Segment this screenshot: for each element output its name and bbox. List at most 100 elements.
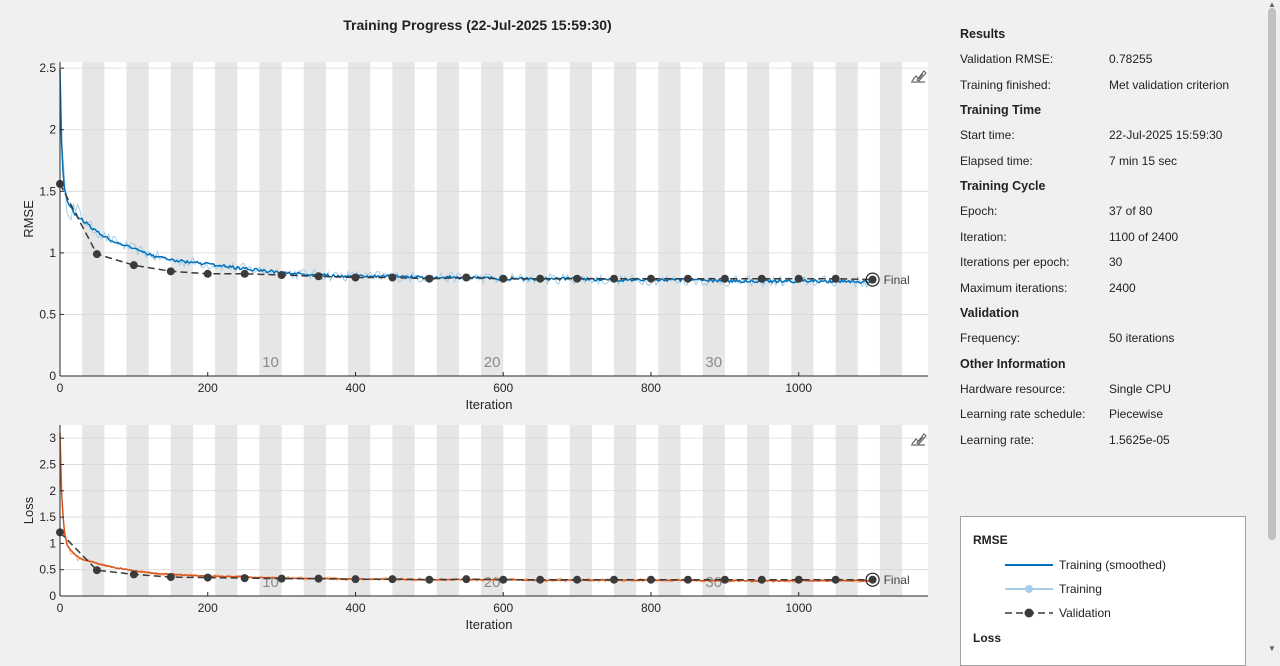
validation-point [499, 575, 508, 584]
x-tick-label: 1000 [785, 601, 812, 615]
x-tick-label: 1000 [785, 381, 812, 395]
epoch-band [259, 425, 282, 596]
training-info-panel: Results Validation RMSE: 0.78255 Training f… [960, 22, 1260, 453]
y-tick-label: 1.5 [39, 510, 56, 524]
final-marker [865, 272, 880, 287]
vertical-scrollbar[interactable]: ▲ ▼ [1264, 0, 1280, 658]
info-key: Frequency: [960, 331, 1021, 345]
y-tick-label: 2 [49, 123, 56, 137]
legend-rmse-title: RMSE [973, 533, 1008, 547]
info-key: Maximum iterations: [960, 280, 1068, 295]
x-tick-label: 400 [345, 601, 365, 615]
x-tick-label: 800 [641, 601, 661, 615]
epoch-band [525, 62, 548, 376]
validation-point [573, 274, 582, 283]
final-marker [865, 572, 880, 587]
info-value: 1.5625e-05 [1109, 432, 1170, 447]
validation-point [794, 575, 803, 584]
epoch-band [126, 62, 149, 376]
info-row: Learning rate schedule: Piecewise [960, 402, 1260, 428]
epoch-band [747, 62, 770, 376]
epoch-band [215, 425, 238, 596]
y-tick-label: 0 [49, 589, 56, 603]
info-section-title: Other Information [960, 356, 1066, 371]
info-row: Epoch: 37 of 80 [960, 199, 1260, 225]
validation-point [92, 566, 101, 575]
epoch-band [436, 425, 459, 596]
info-row: Learning rate: 1.5625e-05 [960, 428, 1260, 454]
epoch-band [791, 62, 814, 376]
validation-point [868, 575, 877, 584]
info-key: Start time: [960, 128, 1015, 142]
epoch-band [303, 62, 326, 376]
icon-pencil-stroke [916, 70, 927, 82]
x-tick-label: 600 [493, 381, 513, 395]
validation-point [499, 274, 508, 283]
info-section-title: Validation [960, 306, 1020, 320]
legend-validation-swatch [1005, 608, 1053, 618]
epoch-band [614, 425, 637, 596]
validation-point [129, 570, 138, 579]
info-key: Epoch: [960, 204, 998, 218]
pencil-chart-icon[interactable] [911, 70, 927, 83]
legend-panel: RMSE Training (smoothed) Training Valida… [960, 516, 1246, 666]
info-row: Frequency: 50 iterations [960, 326, 1260, 352]
validation-point [573, 575, 582, 584]
info-value: 0.78255 [1109, 52, 1153, 66]
epoch-label: 10 [262, 574, 279, 591]
validation-point [277, 574, 286, 583]
validation-point [683, 274, 692, 283]
epoch-band [791, 425, 814, 596]
final-label: Final [884, 273, 910, 287]
icon-pencil-stroke [916, 433, 927, 445]
info-section-title: Training Time [960, 103, 1042, 117]
epoch-band [879, 425, 903, 596]
info-key: Iteration: [960, 229, 1007, 244]
pencil-chart-icon[interactable] [911, 433, 927, 446]
validation-point [868, 275, 877, 284]
validation-point [129, 261, 138, 270]
legend-raw-swatch [1005, 585, 1053, 593]
epoch-band [348, 62, 371, 376]
info-value: Single CPU [1109, 381, 1172, 396]
x-tick-label: 0 [57, 381, 64, 395]
validation-point [314, 272, 323, 281]
validation-point [646, 274, 655, 283]
legend-label: Training [1059, 582, 1102, 596]
epoch-band [658, 425, 681, 596]
legend-item-training-smoothed: Training (smoothed) [1003, 555, 1243, 575]
legend-loss-title: Loss [973, 631, 1002, 645]
epoch-band [170, 62, 193, 376]
validation-point [720, 575, 729, 584]
validation-point [831, 274, 840, 283]
scroll-thumb[interactable] [1268, 8, 1276, 540]
y-tick-label: 1 [49, 536, 56, 550]
info-row: Maximum iterations: 2400 [960, 276, 1260, 302]
epoch-band [702, 62, 725, 376]
validation-point [462, 575, 471, 584]
info-key: Iterations per epoch: [960, 255, 1070, 269]
validation-point [610, 274, 619, 283]
triangle-up-icon[interactable]: ▲ [1268, 0, 1276, 9]
x-tick-label: 800 [641, 381, 661, 395]
info-value: Piecewise [1109, 407, 1164, 421]
y-tick-label: 0 [49, 369, 56, 383]
validation-point [536, 575, 545, 584]
info-row: Training finished: Met validation criteri… [960, 73, 1260, 99]
info-row: Iteration: 1100 of 2400 [960, 225, 1260, 251]
y-tick-label: 0.5 [39, 307, 56, 321]
triangle-down-icon[interactable]: ▼ [1268, 644, 1276, 653]
validation-point [240, 269, 249, 278]
x-tick-label: 0 [57, 601, 64, 615]
validation-point [757, 575, 766, 584]
info-value: 2400 [1109, 280, 1136, 295]
info-key: Validation RMSE: [960, 52, 1054, 66]
x-axis-label: Iteration [466, 617, 513, 632]
validation-point [536, 274, 545, 283]
validation-point [683, 575, 692, 584]
legend-item-validation: Validation [1003, 603, 1243, 623]
info-key: Elapsed time: [960, 153, 1033, 168]
validation-point [610, 575, 619, 584]
epoch-band [481, 425, 504, 596]
